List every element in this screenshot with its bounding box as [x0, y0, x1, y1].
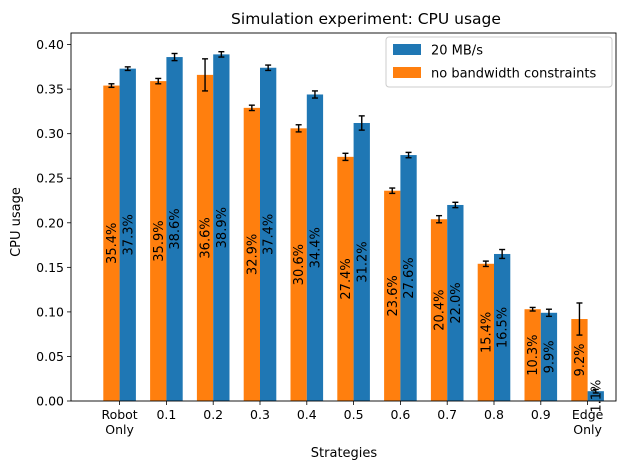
- y-tick-label: 0.10: [36, 304, 64, 319]
- bar: [494, 253, 511, 401]
- bar-value-label: 35.9%: [152, 220, 167, 261]
- bar: [306, 94, 324, 401]
- legend-label: no bandwidth constraints: [431, 67, 596, 82]
- bar-value-label: 36.6%: [199, 217, 214, 258]
- x-tick-label: 0.6: [390, 407, 410, 422]
- bar: [337, 156, 354, 401]
- bar-value-label: 38.6%: [168, 208, 183, 249]
- bar-value-label: 37.3%: [121, 214, 136, 255]
- y-axis-label: CPU usage: [9, 187, 24, 257]
- bar: [290, 128, 307, 401]
- bar: [243, 107, 260, 401]
- legend-label: 20 MB/s: [431, 44, 483, 59]
- bar: [260, 67, 277, 401]
- bar: [571, 319, 588, 401]
- bar-value-label: 20.4%: [433, 289, 448, 330]
- bar: [400, 155, 417, 401]
- legend-swatch: [393, 67, 421, 78]
- plot-area: 0.00 0.05 0.10 0.15 0.20 0.25 0.30 0.35 0.40 35.4…: [36, 32, 617, 437]
- bar: [384, 190, 401, 401]
- y-tick-label: 0.30: [36, 126, 64, 141]
- bar: [103, 85, 120, 402]
- bar: [213, 54, 230, 402]
- y-tick-label: 0.05: [36, 349, 64, 364]
- bar-value-label: 16.5%: [496, 307, 511, 348]
- bar-value-label: 38.9%: [215, 207, 230, 248]
- bar-value-label: 15.4%: [479, 312, 494, 353]
- bar-value-label: 27.6%: [402, 257, 417, 298]
- x-tick-label: Edge Only: [572, 407, 604, 437]
- bar-value-label: 34.4%: [308, 227, 323, 268]
- x-tick-label: 0.1: [156, 407, 176, 422]
- bar-value-label: 31.2%: [355, 241, 370, 282]
- chart-title: Simulation experiment: CPU usage: [231, 10, 501, 28]
- bar: [353, 122, 370, 402]
- bar-value-label: 27.4%: [339, 258, 354, 299]
- x-tick-label: 0.2: [203, 407, 223, 422]
- x-tick-label: 0.3: [250, 407, 270, 422]
- bar: [447, 204, 464, 401]
- bar: [524, 309, 541, 401]
- bar: [477, 263, 494, 401]
- y-tick-label: 0.15: [36, 260, 64, 275]
- bar-value-label: 9.9%: [542, 340, 557, 373]
- bar: [196, 74, 214, 401]
- bar: [430, 219, 448, 401]
- y-tick-label: 0.20: [36, 215, 64, 230]
- x-tick-label: Robot Only: [101, 407, 137, 437]
- bar-value-label: 1.1%: [589, 380, 604, 413]
- legend-box: [385, 36, 613, 88]
- bar-value-label: 37.4%: [262, 214, 277, 255]
- bar-value-label: 9.2%: [573, 343, 588, 376]
- x-axis-label: Strategies: [311, 446, 378, 461]
- bar: [540, 312, 558, 401]
- bar: [119, 68, 136, 401]
- y-tick-label: 0.00: [36, 394, 64, 409]
- x-tick-label: 0.9: [531, 407, 551, 422]
- bar-value-label: 30.6%: [292, 244, 307, 285]
- bar-value-label: 10.3%: [526, 334, 541, 375]
- x-tick-label: 0.7: [437, 407, 457, 422]
- x-tick-label: 0.5: [344, 407, 364, 422]
- bar-value-label: 35.4%: [105, 223, 120, 264]
- bar: [166, 57, 183, 402]
- bar-value-label: 32.9%: [245, 234, 260, 275]
- y-tick-label: 0.35: [36, 82, 64, 97]
- axes-frame: [70, 32, 617, 402]
- x-tick-label: 0.8: [484, 407, 504, 422]
- y-tick-label: 0.25: [36, 171, 64, 186]
- x-tick-label: 0.4: [297, 407, 317, 422]
- legend-swatch: [393, 44, 421, 55]
- bar: [150, 81, 167, 402]
- bar-value-label: 23.6%: [386, 275, 401, 316]
- legend: 20 MB/s no bandwidth constraints: [385, 36, 613, 88]
- bar: [587, 391, 604, 401]
- bar-value-label: 22.0%: [449, 282, 464, 323]
- y-tick-label: 0.40: [36, 37, 64, 52]
